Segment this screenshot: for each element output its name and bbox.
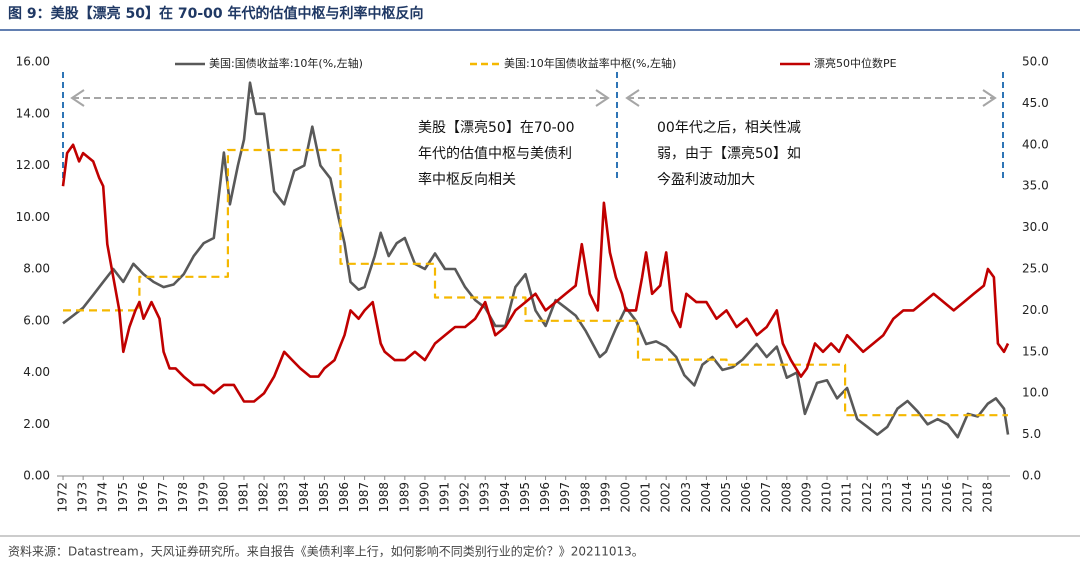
x-tick-label: 2018 [980, 482, 994, 513]
y2-tick-label: 15.0 [1022, 344, 1049, 358]
x-tick-label: 2008 [779, 482, 793, 513]
x-tick-label: 2006 [739, 482, 753, 513]
x-tick-label: 1997 [558, 482, 572, 513]
x-tick-label: 1986 [337, 482, 351, 513]
x-tick-label: 1973 [76, 482, 90, 513]
x-tick-label: 1993 [478, 482, 492, 513]
x-tick-label: 1999 [598, 482, 612, 513]
y-tick-label: 14.00 [16, 106, 50, 120]
y2-tick-label: 5.0 [1022, 427, 1041, 441]
y2-tick-label: 0.0 [1022, 469, 1041, 483]
y-tick-label: 16.00 [16, 55, 50, 69]
legend-label: 美国:国债收益率:10年(%,左轴) [209, 56, 363, 70]
x-tick-label: 1978 [176, 482, 190, 513]
x-tick-label: 2013 [880, 482, 894, 513]
y-tick-label: 6.00 [23, 313, 50, 327]
x-tick-label: 1975 [116, 482, 130, 513]
x-tick-label: 1996 [538, 482, 552, 513]
x-tick-label: 2016 [940, 482, 954, 513]
y-tick-label: 12.00 [16, 158, 50, 172]
x-tick-label: 2005 [719, 482, 733, 513]
y2-tick-label: 10.0 [1022, 386, 1049, 400]
x-tick-label: 1980 [216, 482, 230, 513]
annotation: 率中枢反向相关 [418, 171, 516, 188]
y-tick-label: 0.00 [23, 469, 50, 483]
x-tick-label: 1998 [578, 482, 592, 513]
x-tick-label: 1974 [96, 482, 110, 513]
x-tick-label: 1984 [297, 482, 311, 513]
x-tick-label: 2014 [900, 482, 914, 513]
y2-tick-label: 50.0 [1022, 55, 1049, 69]
legend-label: 美国:10年国债收益率中枢(%,左轴) [504, 56, 676, 70]
annotation: 00年代之后，相关性减 [657, 120, 801, 136]
x-tick-label: 1994 [498, 482, 512, 513]
x-tick-label: 1987 [357, 482, 371, 513]
x-tick-label: 1995 [518, 482, 532, 513]
y2-tick-label: 25.0 [1022, 262, 1049, 276]
period-dividers [62, 72, 1004, 182]
x-tick-label: 2011 [840, 482, 854, 513]
x-tick-label: 2009 [799, 482, 813, 513]
x-tick-label: 1991 [438, 482, 452, 513]
x-tick-label: 1972 [56, 482, 70, 513]
x-tick-label: 2015 [920, 482, 934, 513]
x-tick-label: 1977 [156, 482, 170, 513]
series-line [63, 148, 1008, 417]
x-tick-label: 2001 [639, 482, 653, 513]
x-tick-label: 1981 [236, 482, 250, 513]
x-tick-label: 1988 [377, 482, 391, 513]
x-tick-label: 1989 [397, 482, 411, 513]
annotation: 今盈利波动加大 [657, 172, 755, 188]
x-tick-label: 1985 [317, 482, 331, 513]
y-tick-label: 10.00 [16, 210, 50, 224]
annotation: 美股【漂亮50】在70-00 [418, 119, 575, 136]
y2-tick-label: 45.0 [1022, 96, 1049, 110]
x-tick-label: 1976 [136, 482, 150, 513]
x-tick-label: 1992 [458, 482, 472, 513]
x-tick-label: 2003 [679, 482, 693, 513]
y-tick-label: 8.00 [23, 262, 50, 276]
y2-tick-label: 35.0 [1022, 179, 1049, 193]
x-tick-label: 1983 [277, 482, 291, 513]
x-tick-label: 1982 [257, 482, 271, 513]
y2-tick-label: 20.0 [1022, 303, 1049, 317]
y2-tick-label: 30.0 [1022, 220, 1049, 234]
x-tick-label: 2007 [759, 482, 773, 513]
y-tick-label: 2.00 [23, 417, 50, 431]
y2-tick-label: 40.0 [1022, 137, 1049, 151]
x-tick-label: 2010 [820, 482, 834, 513]
x-tick-label: 2012 [860, 482, 874, 513]
series-line [61, 143, 1010, 403]
y-tick-label: 4.00 [23, 365, 50, 379]
chart-title: 图 9：美股【漂亮 50】在 70-00 年代的估值中枢与利率中枢反向 [8, 5, 424, 22]
annotation: 年代的估值中枢与美债利 [418, 146, 572, 162]
period-arrows [70, 89, 997, 107]
legend-label: 漂亮50中位数PE [814, 56, 897, 70]
x-tick-label: 1979 [196, 482, 210, 513]
x-tick-label: 2000 [618, 482, 632, 513]
x-tick-label: 2004 [699, 482, 713, 513]
x-tick-label: 2002 [659, 482, 673, 513]
x-tick-label: 2017 [960, 482, 974, 513]
annotation: 弱，由于【漂亮50】如 [657, 145, 801, 162]
source-note: 资料来源：Datastream，天风证券研究所。来自报告《美债利率上行，如何影响… [8, 544, 644, 559]
x-tick-label: 1990 [417, 482, 431, 513]
